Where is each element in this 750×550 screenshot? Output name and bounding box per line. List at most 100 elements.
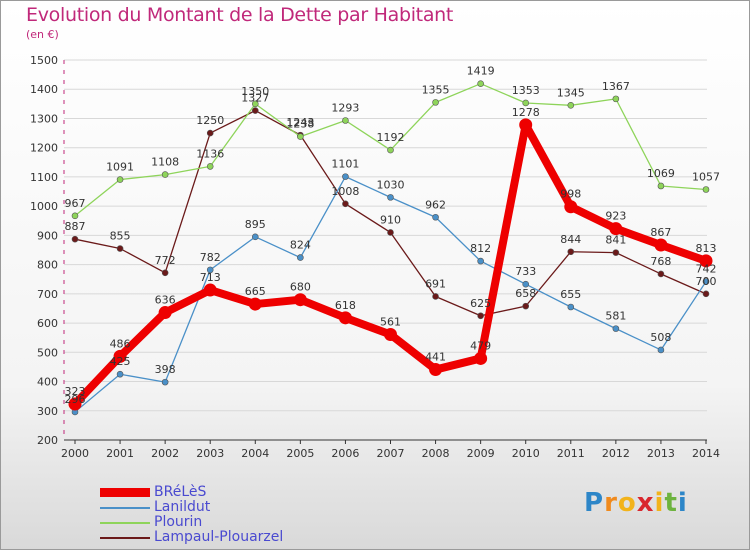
data-point — [702, 278, 710, 285]
data-label: 713 — [200, 271, 221, 284]
y-tick-label: 1000 — [30, 200, 58, 213]
data-point — [477, 80, 484, 87]
data-point — [251, 107, 259, 114]
data-point — [384, 327, 397, 341]
data-label: 855 — [110, 230, 131, 243]
x-tick-label: 2000 — [61, 447, 89, 460]
data-label: 625 — [470, 297, 491, 310]
series-lanildut — [71, 173, 710, 416]
legend-swatch — [100, 522, 150, 524]
data-point — [474, 351, 488, 365]
logo-letter: t — [664, 488, 678, 518]
data-label: 618 — [335, 299, 356, 312]
y-tick-label: 1200 — [30, 142, 58, 155]
data-point — [657, 270, 665, 278]
data-point — [206, 163, 214, 170]
data-point — [116, 245, 124, 252]
data-point — [161, 269, 169, 277]
x-tick-label: 2010 — [512, 447, 540, 460]
data-point — [342, 200, 349, 208]
data-point — [161, 171, 169, 178]
x-tick-label: 2011 — [557, 447, 585, 460]
data-label: 1238 — [286, 118, 314, 131]
data-label: 841 — [605, 234, 626, 247]
x-tick-label: 2003 — [196, 447, 224, 460]
data-label: 691 — [425, 277, 446, 290]
legend-label: Lanildut — [154, 499, 211, 515]
data-label: 1192 — [377, 131, 405, 144]
data-label: 1057 — [692, 170, 720, 183]
data-label: 1069 — [647, 167, 675, 180]
data-label: 665 — [245, 285, 266, 298]
data-point — [116, 176, 124, 183]
y-tick-label: 600 — [37, 317, 58, 330]
data-point — [342, 117, 349, 124]
data-label: 680 — [290, 281, 311, 294]
data-point — [429, 363, 443, 377]
data-point — [612, 249, 620, 256]
data-point — [338, 311, 352, 325]
data-point — [702, 290, 710, 298]
data-label: 1008 — [331, 185, 359, 198]
y-tick-label: 700 — [37, 288, 58, 301]
data-point — [567, 248, 575, 256]
data-point — [71, 235, 79, 243]
data-label: 581 — [605, 310, 626, 323]
y-tick-label: 400 — [37, 376, 58, 389]
data-point — [206, 266, 214, 274]
data-label: 441 — [425, 351, 446, 364]
data-point — [564, 200, 578, 214]
data-label: 1327 — [241, 92, 269, 105]
data-point — [387, 229, 394, 236]
x-tick-label: 2004 — [241, 447, 269, 460]
chart-title: Evolution du Montant de la Dette par Hab… — [26, 4, 454, 26]
logo-letter: P — [584, 488, 605, 518]
logo-letter: o — [617, 488, 637, 518]
x-tick-label: 2001 — [106, 447, 134, 460]
data-point — [68, 397, 82, 411]
data-label: 561 — [380, 315, 401, 328]
data-point — [251, 100, 259, 108]
data-label: 486 — [110, 337, 131, 350]
data-label: 658 — [515, 287, 536, 300]
data-label: 844 — [560, 233, 581, 246]
data-point — [387, 194, 394, 201]
data-label: 1345 — [557, 86, 585, 99]
data-label: 867 — [650, 226, 671, 239]
x-tick-label: 2009 — [467, 447, 495, 460]
data-point — [477, 257, 484, 265]
x-tick-label: 2008 — [422, 447, 450, 460]
series-lampaul-plouarzel — [71, 107, 710, 320]
data-point — [293, 293, 307, 307]
data-label: 296 — [65, 393, 86, 406]
data-label: 700 — [696, 275, 717, 288]
data-point — [432, 293, 439, 300]
x-tick-label: 2002 — [151, 447, 179, 460]
data-point — [113, 349, 127, 363]
data-point — [609, 222, 623, 236]
data-label: 1419 — [467, 65, 495, 78]
data-point — [702, 186, 710, 193]
data-label: 772 — [155, 254, 176, 267]
logo-letter: i — [654, 488, 665, 518]
data-label: 479 — [470, 339, 491, 352]
data-point — [251, 233, 259, 241]
data-point — [432, 213, 439, 221]
data-label: 1278 — [512, 106, 540, 119]
data-point — [477, 312, 484, 320]
data-point — [206, 129, 214, 137]
x-tick-label: 2006 — [331, 447, 359, 460]
data-label: 1353 — [512, 84, 540, 97]
data-point — [654, 238, 668, 252]
data-label: 910 — [380, 213, 401, 226]
y-tick-label: 800 — [37, 259, 58, 272]
data-label: 425 — [110, 355, 131, 368]
data-point — [297, 133, 304, 140]
data-point — [567, 102, 575, 109]
data-label: 895 — [245, 218, 266, 231]
data-point — [161, 378, 169, 386]
data-point — [519, 118, 533, 132]
data-point — [248, 297, 262, 311]
logo-letter: r — [604, 488, 618, 518]
